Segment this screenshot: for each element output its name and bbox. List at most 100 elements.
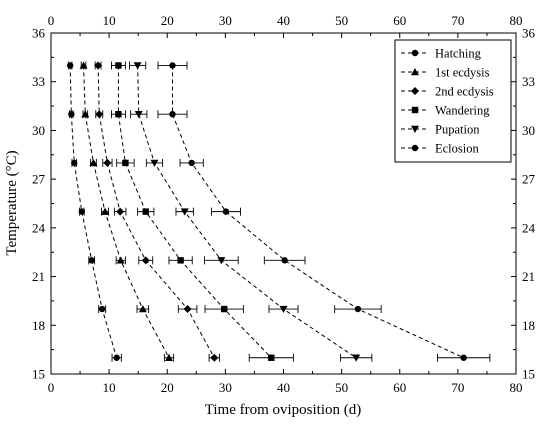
data-point	[115, 110, 122, 118]
y-tick-label-left: 15	[32, 367, 45, 382]
data-point	[354, 305, 362, 313]
data-point	[116, 207, 125, 216]
series-layer	[66, 61, 491, 362]
legend-marker	[411, 87, 419, 95]
x-tick-label-bottom: 50	[335, 380, 348, 395]
data-point	[66, 62, 74, 69]
x-tick-label-bottom: 30	[219, 380, 232, 395]
data-point	[94, 61, 103, 70]
y-tick-label-left: 36	[32, 26, 46, 41]
data-point	[89, 158, 98, 167]
data-point	[150, 159, 159, 167]
data-point	[101, 207, 110, 215]
data-point	[71, 159, 78, 167]
data-point	[281, 257, 288, 264]
data-point	[188, 159, 195, 167]
legend-marker	[411, 144, 419, 152]
legend-box	[394, 39, 512, 163]
x-tick-label-top: 10	[103, 13, 116, 28]
legend-label: Pupation	[435, 123, 480, 137]
legend-marker	[411, 49, 419, 57]
data-point	[352, 354, 361, 362]
data-point	[134, 110, 143, 119]
data-point	[78, 208, 86, 215]
y-tick-label-right: 27	[522, 172, 536, 187]
series-eclosion	[157, 61, 491, 362]
series-wandering	[110, 61, 294, 362]
data-point	[180, 208, 189, 216]
data-point	[68, 110, 75, 118]
series-hatching	[66, 61, 122, 362]
series-1st-ecdysis	[79, 61, 175, 362]
x-tick-label-top: 80	[510, 13, 523, 28]
data-point	[115, 62, 122, 69]
y-tick-label-left: 30	[32, 123, 45, 138]
x-tick-label-top: 60	[393, 13, 406, 28]
y-tick-label-left: 24	[32, 220, 46, 235]
x-tick-label-bottom: 0	[48, 380, 55, 395]
data-point	[142, 208, 149, 215]
data-point	[81, 110, 90, 118]
y-tick-label-right: 30	[522, 123, 535, 138]
data-point	[460, 354, 467, 361]
y-tick-label-right: 15	[522, 367, 535, 382]
x-tick-label-bottom: 10	[103, 380, 116, 395]
data-point	[210, 353, 219, 362]
x-tick-label-bottom: 80	[510, 380, 523, 395]
y-tick-label-left: 27	[32, 172, 46, 187]
legend-marker	[411, 125, 419, 133]
data-point	[279, 305, 288, 314]
legend: Hatching 1st ecdysis 2nd ecdysis Wandering P…	[394, 39, 512, 163]
x-tick-label-top: 20	[161, 13, 174, 28]
legend-label: Wandering	[435, 104, 490, 118]
data-point	[183, 305, 192, 314]
x-axis-title: Time from oviposition (d)	[205, 402, 362, 418]
x-tick-label-bottom: 20	[161, 380, 174, 395]
y-tick-label-right: 36	[522, 26, 536, 41]
data-point	[133, 62, 142, 70]
data-point	[164, 353, 173, 361]
x-tick-label-top: 0	[48, 13, 55, 28]
x-tick-label-top: 40	[277, 13, 290, 28]
legend-label: 1st ecdysis	[435, 66, 490, 80]
y-tick-label-right: 18	[522, 318, 535, 333]
y-tick-label-left: 18	[32, 318, 45, 333]
data-point	[79, 61, 88, 69]
data-point	[88, 257, 95, 264]
y-tick-label-right: 21	[522, 269, 535, 284]
y-tick-label-left: 33	[32, 74, 45, 89]
y-tick-label-right: 24	[522, 220, 536, 235]
data-point	[141, 256, 150, 265]
x-tick-label-bottom: 40	[277, 380, 290, 395]
legend-label: Eclosion	[435, 142, 479, 156]
data-point	[217, 257, 226, 265]
series-pupation	[129, 61, 373, 362]
y-tick-label-left: 21	[32, 269, 45, 284]
data-point	[116, 256, 125, 264]
data-point	[177, 257, 184, 264]
x-tick-label-top: 50	[335, 13, 348, 28]
data-point	[169, 110, 176, 118]
x-tick-label-bottom: 70	[451, 380, 464, 395]
data-point	[122, 159, 129, 167]
data-point	[221, 305, 228, 313]
data-point	[138, 305, 147, 313]
data-point	[268, 354, 275, 361]
data-point	[169, 62, 176, 69]
legend-marker	[411, 106, 419, 114]
data-point	[222, 208, 230, 215]
x-tick-label-top: 70	[451, 13, 464, 28]
legend-label: 2nd ecdysis	[435, 85, 494, 99]
legend-marker	[411, 68, 419, 76]
x-tick-label-bottom: 60	[393, 380, 406, 395]
y-tick-label-right: 33	[522, 74, 535, 89]
data-point	[113, 354, 120, 361]
data-point	[95, 110, 104, 119]
legend-label: Hatching	[435, 47, 482, 61]
data-point	[98, 305, 106, 313]
data-point	[103, 158, 112, 167]
y-axis-title: Temperature (°C)	[4, 150, 20, 255]
x-tick-label-top: 30	[219, 13, 232, 28]
